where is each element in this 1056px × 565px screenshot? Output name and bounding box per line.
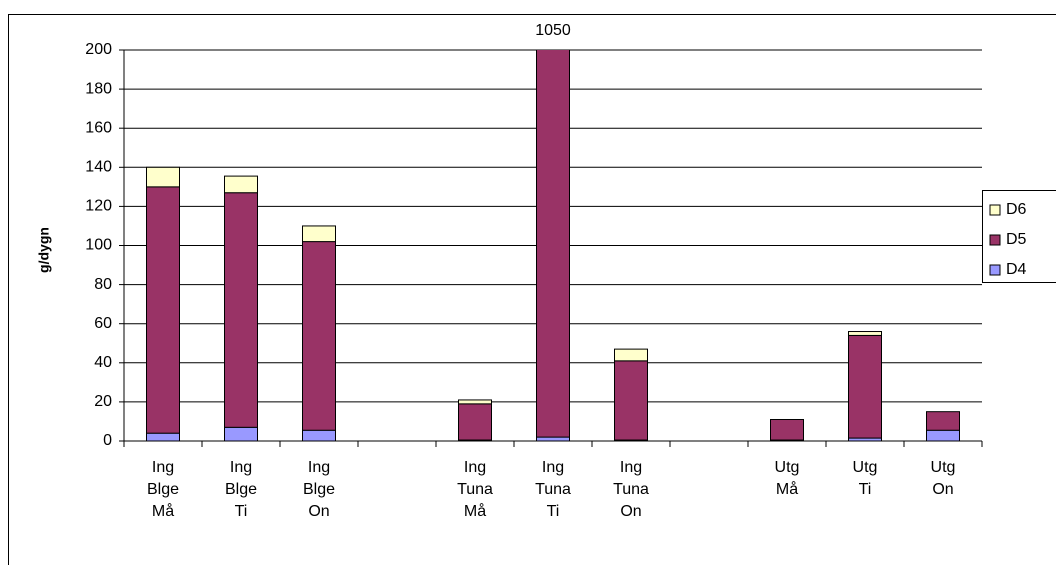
y-tick-label: 140 <box>85 159 112 176</box>
bar-segment <box>536 436 570 441</box>
y-tick-label: 200 <box>85 41 112 58</box>
bar-segment <box>458 403 492 441</box>
legend-swatch <box>989 204 1001 216</box>
bar-segment <box>614 360 648 441</box>
x-tick-label: Utg Ti <box>852 459 878 498</box>
x-tick-label: Ing Tuna Må <box>457 459 493 520</box>
x-tick-label: Utg On <box>930 459 956 498</box>
bar-segment <box>146 166 180 188</box>
bar-segment <box>146 186 180 434</box>
bar-segment <box>224 426 258 441</box>
bar-segment <box>302 429 336 441</box>
legend-label: D4 <box>1006 261 1027 278</box>
x-tick-label: Ing Blge On <box>302 459 336 520</box>
x-tick-label: Ing Blge Må <box>146 459 180 520</box>
y-tick-label: 20 <box>94 393 112 410</box>
x-tick-label: Ing Tuna On <box>613 459 649 520</box>
y-tick-label: 60 <box>94 315 112 332</box>
legend-swatch <box>989 264 1001 276</box>
y-tick-label: 180 <box>85 80 112 97</box>
bars <box>146 50 960 441</box>
y-tick-label: 80 <box>94 276 112 293</box>
y-tick-label: 40 <box>94 354 112 371</box>
y-tick-label: 0 <box>103 432 112 449</box>
x-tick-label: Ing Tuna Ti <box>535 459 571 520</box>
bar-segment <box>848 334 882 439</box>
y-tick-label: 160 <box>85 119 112 136</box>
bar-segment <box>848 331 882 336</box>
bar-segment <box>146 432 180 441</box>
y-tick-label: 120 <box>85 198 112 215</box>
x-tick-label: Utg Må <box>774 459 800 498</box>
legend-label: D5 <box>1006 231 1027 248</box>
legend-label: D6 <box>1006 201 1027 218</box>
bar-segment <box>224 192 258 428</box>
bar-segment <box>926 429 960 441</box>
y-tick-label: 100 <box>85 237 112 254</box>
bar-segment <box>224 175 258 194</box>
bar-segment <box>614 348 648 362</box>
bar-segment <box>302 225 336 243</box>
x-tick-label: Ing Blge Ti <box>224 459 258 520</box>
chart-frame <box>8 14 1056 565</box>
bar-segment <box>536 50 570 438</box>
bar-segment <box>926 411 960 431</box>
bar-segment <box>770 418 804 441</box>
bar-segment <box>302 241 336 431</box>
legend-swatch <box>989 234 1001 246</box>
annotation: 1050 <box>535 22 571 39</box>
y-axis-title: g/dygn <box>36 227 52 273</box>
bar-segment <box>458 399 492 405</box>
